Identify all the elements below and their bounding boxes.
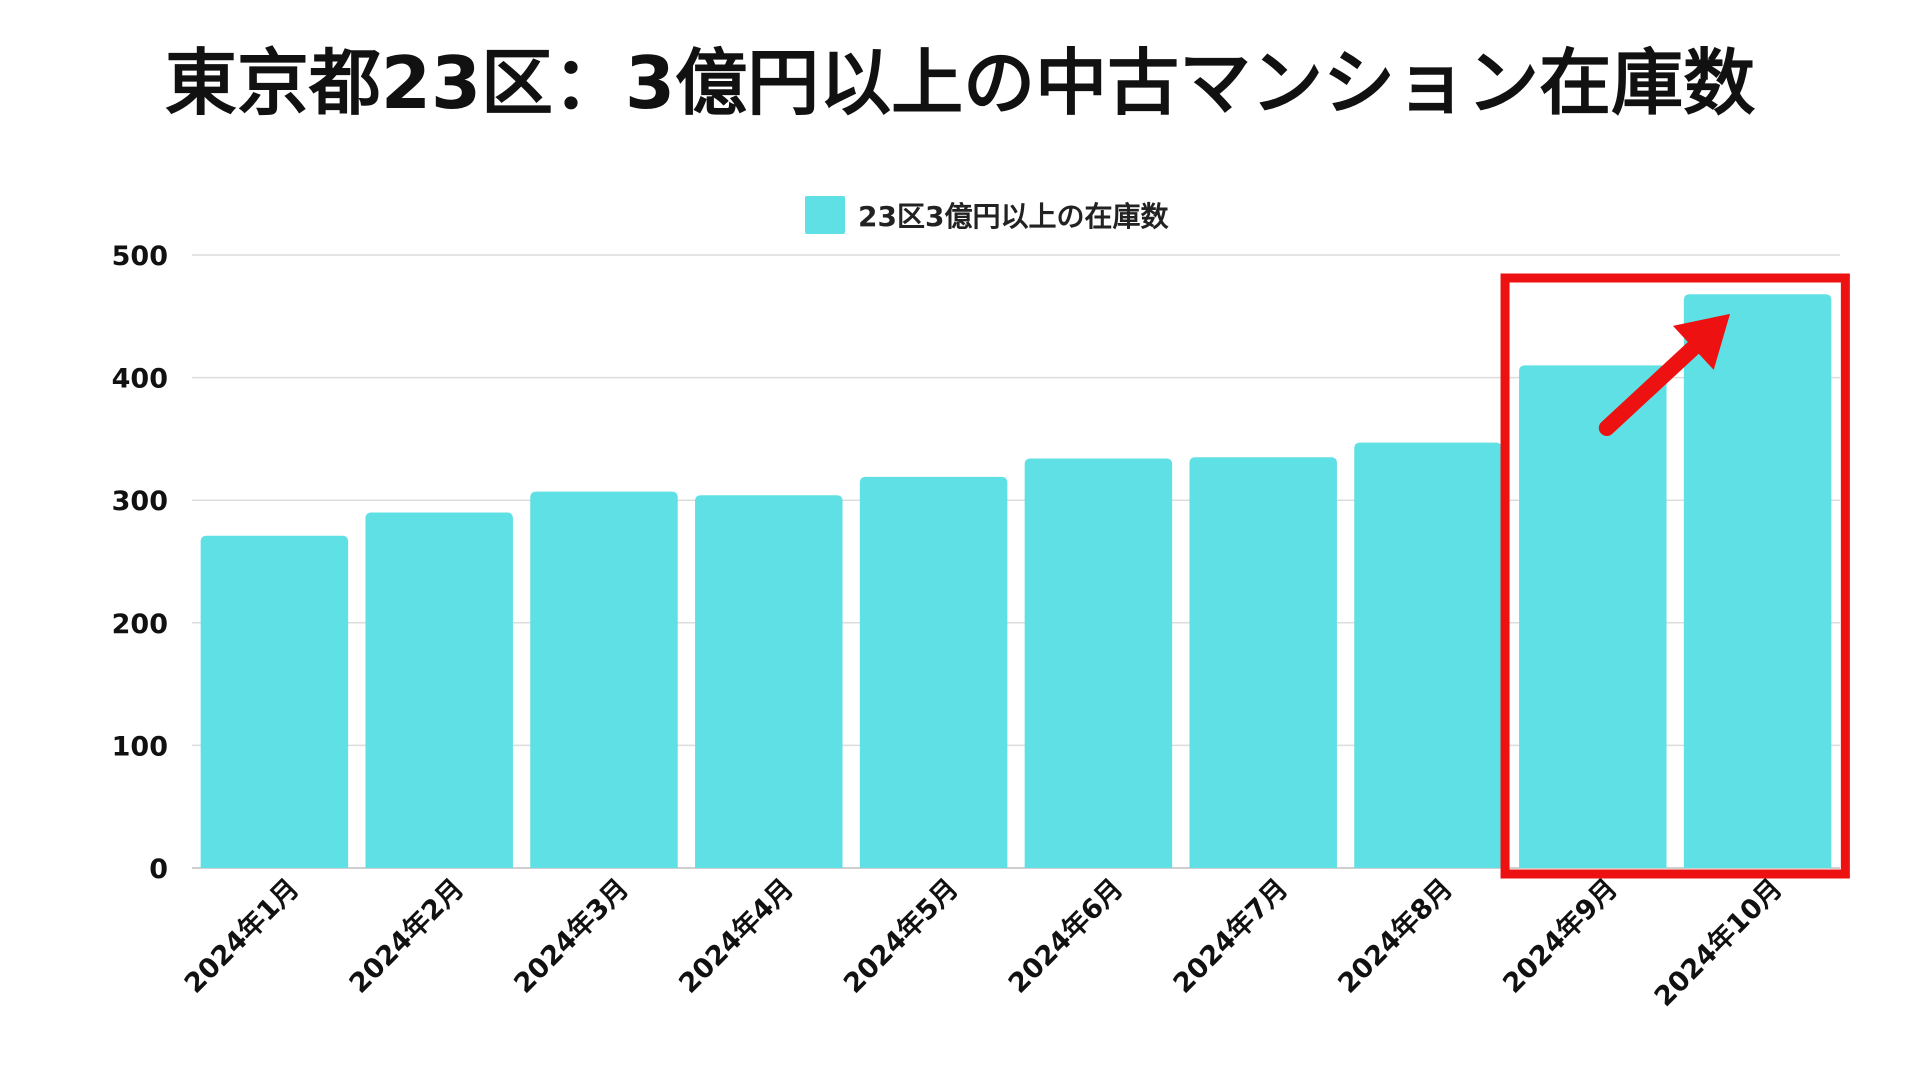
bar-5 [859,476,1008,868]
y-tick-label: 400 [112,364,168,395]
bar-2 [365,512,513,868]
bars [200,294,1832,868]
x-tick-label: 2024年5月 [837,872,964,999]
y-tick-label: 300 [112,486,168,517]
x-tick-label: 2024年2月 [343,872,470,999]
bar-9 [1519,365,1667,868]
arrow-head-icon [1672,313,1731,370]
x-tick-label: 2024年6月 [1002,872,1129,999]
bar-4 [695,495,843,868]
x-tick-label: 2024年4月 [673,872,800,999]
bar-3 [530,491,678,868]
y-tick-label: 100 [112,731,168,762]
x-tick-label: 2024年7月 [1167,872,1294,999]
bar-10 [1683,294,1832,868]
x-axis: 2024年1月 2024年2月 2024年3月 2024年4月 2024年5月 2024年… [178,872,1788,1013]
highlight-box [1500,273,1850,879]
legend-swatch [805,196,845,234]
legend: 23区3億円以上の在庫数 [805,196,1169,234]
bar-1 [200,535,349,868]
x-tick-label: 2024年8月 [1332,872,1459,999]
arrow-shaft [1598,339,1702,436]
x-tick-label: 2024年9月 [1497,872,1624,999]
y-tick-label: 200 [112,609,168,640]
y-tick-label: 0 [149,854,168,885]
y-axis: 0 100 200 300 400 500 [112,241,168,885]
bar-7 [1189,457,1337,868]
x-tick-label: 2024年1月 [178,872,305,999]
x-tick-label: 2024年10月 [1648,872,1789,1013]
x-tick-label: 2024年3月 [508,872,635,999]
y-tick-label: 500 [112,241,168,272]
highlight-annotation [1500,273,1850,879]
legend-label: 23区3億円以上の在庫数 [858,200,1169,233]
bar-6 [1024,458,1173,868]
chart-title: 東京都23区：3億円以上の中古マンション在庫数 [165,41,1755,125]
bar-8 [1354,442,1502,868]
